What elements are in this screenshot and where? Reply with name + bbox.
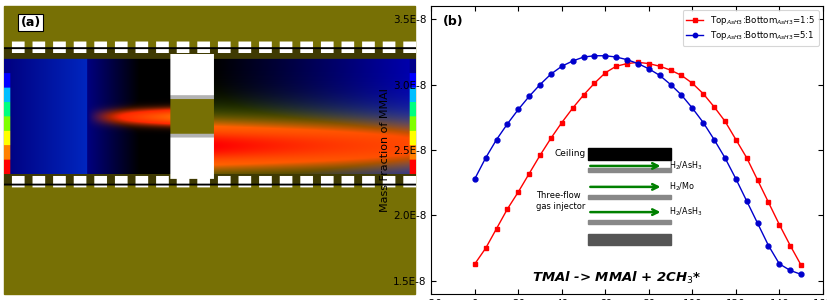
Top$_{AsH3}$:Bottom$_{AsH3}$=1:5 [503, 207, 513, 211]
Top$_{AsH3}$:Bottom$_{AsH3}$=1:5 [611, 64, 621, 68]
Text: H$_2$/Mo: H$_2$/Mo [669, 181, 695, 193]
Top$_{AsH3}$:Bottom$_{AsH3}$=5:1 [763, 244, 773, 247]
Top$_{AsH3}$:Bottom$_{AsH3}$=5:1 [546, 72, 556, 76]
Line: Top$_{AsH3}$:Bottom$_{AsH3}$=1:5: Top$_{AsH3}$:Bottom$_{AsH3}$=1:5 [472, 60, 804, 268]
Top$_{AsH3}$:Bottom$_{AsH3}$=1:5 [655, 64, 665, 68]
Top$_{AsH3}$:Bottom$_{AsH3}$=5:1 [720, 156, 730, 160]
Text: (b): (b) [443, 15, 464, 28]
Top$_{AsH3}$:Bottom$_{AsH3}$=5:1 [633, 62, 643, 65]
Top$_{AsH3}$:Bottom$_{AsH3}$=1:5 [676, 74, 686, 77]
Text: Three-flow
gas injector: Three-flow gas injector [536, 191, 586, 212]
Top$_{AsH3}$:Bottom$_{AsH3}$=5:1 [503, 122, 513, 126]
Top$_{AsH3}$:Bottom$_{AsH3}$=5:1 [535, 83, 545, 86]
Top$_{AsH3}$:Bottom$_{AsH3}$=1:5 [633, 61, 643, 64]
Top$_{AsH3}$:Bottom$_{AsH3}$=1:5 [763, 201, 773, 204]
Y-axis label: Mass Fraction of MMAl: Mass Fraction of MMAl [380, 88, 390, 212]
Text: (a): (a) [21, 16, 41, 29]
Top$_{AsH3}$:Bottom$_{AsH3}$=5:1 [698, 121, 708, 124]
Top$_{AsH3}$:Bottom$_{AsH3}$=1:5 [720, 119, 730, 123]
Top$_{AsH3}$:Bottom$_{AsH3}$=5:1 [655, 74, 665, 77]
Top$_{AsH3}$:Bottom$_{AsH3}$=1:5 [535, 153, 545, 157]
Top$_{AsH3}$:Bottom$_{AsH3}$=1:5 [579, 93, 589, 97]
Text: Ceiling: Ceiling [554, 149, 586, 158]
Top$_{AsH3}$:Bottom$_{AsH3}$=5:1 [731, 177, 741, 181]
Top$_{AsH3}$:Bottom$_{AsH3}$=5:1 [590, 54, 600, 58]
Top$_{AsH3}$:Bottom$_{AsH3}$=5:1 [622, 58, 632, 61]
Top$_{AsH3}$:Bottom$_{AsH3}$=1:5 [742, 156, 752, 160]
Top$_{AsH3}$:Bottom$_{AsH3}$=1:5 [687, 81, 697, 85]
Top$_{AsH3}$:Bottom$_{AsH3}$=5:1 [514, 108, 523, 111]
Top$_{AsH3}$:Bottom$_{AsH3}$=5:1 [796, 273, 806, 276]
Top$_{AsH3}$:Bottom$_{AsH3}$=1:5 [470, 262, 480, 266]
Top$_{AsH3}$:Bottom$_{AsH3}$=5:1 [786, 268, 796, 272]
Top$_{AsH3}$:Bottom$_{AsH3}$=5:1 [644, 67, 654, 70]
Top$_{AsH3}$:Bottom$_{AsH3}$=5:1 [666, 83, 676, 86]
Top$_{AsH3}$:Bottom$_{AsH3}$=5:1 [742, 199, 752, 203]
Legend: Top$_{AsH3}$:Bottom$_{AsH3}$=1:5, Top$_{AsH3}$:Bottom$_{AsH3}$=5:1: Top$_{AsH3}$:Bottom$_{AsH3}$=1:5, Top$_{… [683, 10, 819, 46]
Bar [587, 220, 671, 224]
Top$_{AsH3}$:Bottom$_{AsH3}$=5:1 [753, 221, 762, 225]
Top$_{AsH3}$:Bottom$_{AsH3}$=1:5 [698, 92, 708, 95]
Top$_{AsH3}$:Bottom$_{AsH3}$=1:5 [731, 138, 741, 141]
Text: TMAl -> MMAl + 2CH$_3$*: TMAl -> MMAl + 2CH$_3$* [532, 270, 701, 286]
Top$_{AsH3}$:Bottom$_{AsH3}$=5:1 [480, 156, 490, 160]
Top$_{AsH3}$:Bottom$_{AsH3}$=1:5 [666, 68, 676, 72]
Top$_{AsH3}$:Bottom$_{AsH3}$=5:1 [774, 262, 784, 266]
Bar [587, 234, 671, 245]
Top$_{AsH3}$:Bottom$_{AsH3}$=5:1 [524, 94, 534, 98]
Top$_{AsH3}$:Bottom$_{AsH3}$=1:5 [644, 62, 654, 65]
Top$_{AsH3}$:Bottom$_{AsH3}$=1:5 [600, 71, 610, 75]
Top$_{AsH3}$:Bottom$_{AsH3}$=1:5 [709, 105, 719, 109]
Top$_{AsH3}$:Bottom$_{AsH3}$=5:1 [611, 55, 621, 59]
Top$_{AsH3}$:Bottom$_{AsH3}$=1:5 [796, 263, 806, 267]
Line: Top$_{AsH3}$:Bottom$_{AsH3}$=5:1: Top$_{AsH3}$:Bottom$_{AsH3}$=5:1 [472, 53, 804, 277]
Top$_{AsH3}$:Bottom$_{AsH3}$=1:5 [753, 178, 762, 182]
Bar [587, 148, 671, 160]
Bar [587, 195, 671, 199]
Top$_{AsH3}$:Bottom$_{AsH3}$=1:5 [786, 244, 796, 247]
Top$_{AsH3}$:Bottom$_{AsH3}$=1:5 [546, 136, 556, 140]
Top$_{AsH3}$:Bottom$_{AsH3}$=1:5 [622, 62, 632, 65]
Text: H$_2$/AsH$_3$: H$_2$/AsH$_3$ [669, 206, 702, 218]
Top$_{AsH3}$:Bottom$_{AsH3}$=5:1 [676, 93, 686, 97]
Top$_{AsH3}$:Bottom$_{AsH3}$=1:5 [514, 190, 523, 194]
Top$_{AsH3}$:Bottom$_{AsH3}$=1:5 [480, 246, 490, 250]
Top$_{AsH3}$:Bottom$_{AsH3}$=5:1 [579, 55, 589, 59]
Top$_{AsH3}$:Bottom$_{AsH3}$=1:5 [774, 223, 784, 226]
Top$_{AsH3}$:Bottom$_{AsH3}$=1:5 [568, 106, 578, 110]
Top$_{AsH3}$:Bottom$_{AsH3}$=5:1 [491, 138, 501, 141]
Top$_{AsH3}$:Bottom$_{AsH3}$=5:1 [557, 64, 566, 68]
Text: H$_2$/AsH$_3$: H$_2$/AsH$_3$ [669, 160, 702, 172]
Top$_{AsH3}$:Bottom$_{AsH3}$=5:1 [709, 138, 719, 141]
Top$_{AsH3}$:Bottom$_{AsH3}$=5:1 [687, 106, 697, 110]
Top$_{AsH3}$:Bottom$_{AsH3}$=5:1 [568, 59, 578, 63]
Top$_{AsH3}$:Bottom$_{AsH3}$=1:5 [590, 81, 600, 85]
Bar [587, 168, 671, 172]
Top$_{AsH3}$:Bottom$_{AsH3}$=1:5 [524, 172, 534, 175]
Top$_{AsH3}$:Bottom$_{AsH3}$=5:1 [600, 54, 610, 58]
Top$_{AsH3}$:Bottom$_{AsH3}$=1:5 [557, 121, 566, 124]
Top$_{AsH3}$:Bottom$_{AsH3}$=5:1 [470, 177, 480, 181]
Top$_{AsH3}$:Bottom$_{AsH3}$=1:5 [491, 227, 501, 230]
